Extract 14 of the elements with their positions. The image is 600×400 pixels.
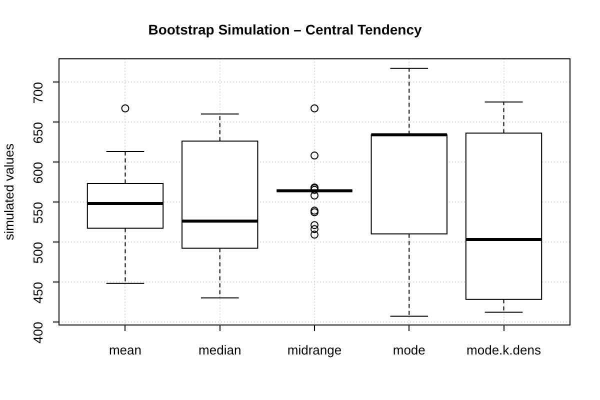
x-tick-label: mean	[108, 342, 142, 358]
x-tick-label: midrange	[287, 342, 342, 358]
y-tick-label: 700	[30, 82, 46, 104]
y-tick-label: 600	[30, 162, 46, 184]
chart-title: Bootstrap Simulation – Central Tendency	[148, 21, 422, 38]
x-tick-label: mode	[392, 342, 426, 358]
x-tick-label: median	[198, 342, 242, 358]
y-tick-label: 450	[30, 282, 46, 304]
y-tick-label: 500	[30, 242, 46, 264]
y-tick-label: 650	[30, 122, 46, 144]
y-tick-label: 550	[30, 202, 46, 224]
y-tick-label: 400	[30, 322, 46, 344]
x-tick-label: mode.k.dens	[466, 342, 542, 358]
y-axis-title: simulated values	[1, 142, 16, 240]
